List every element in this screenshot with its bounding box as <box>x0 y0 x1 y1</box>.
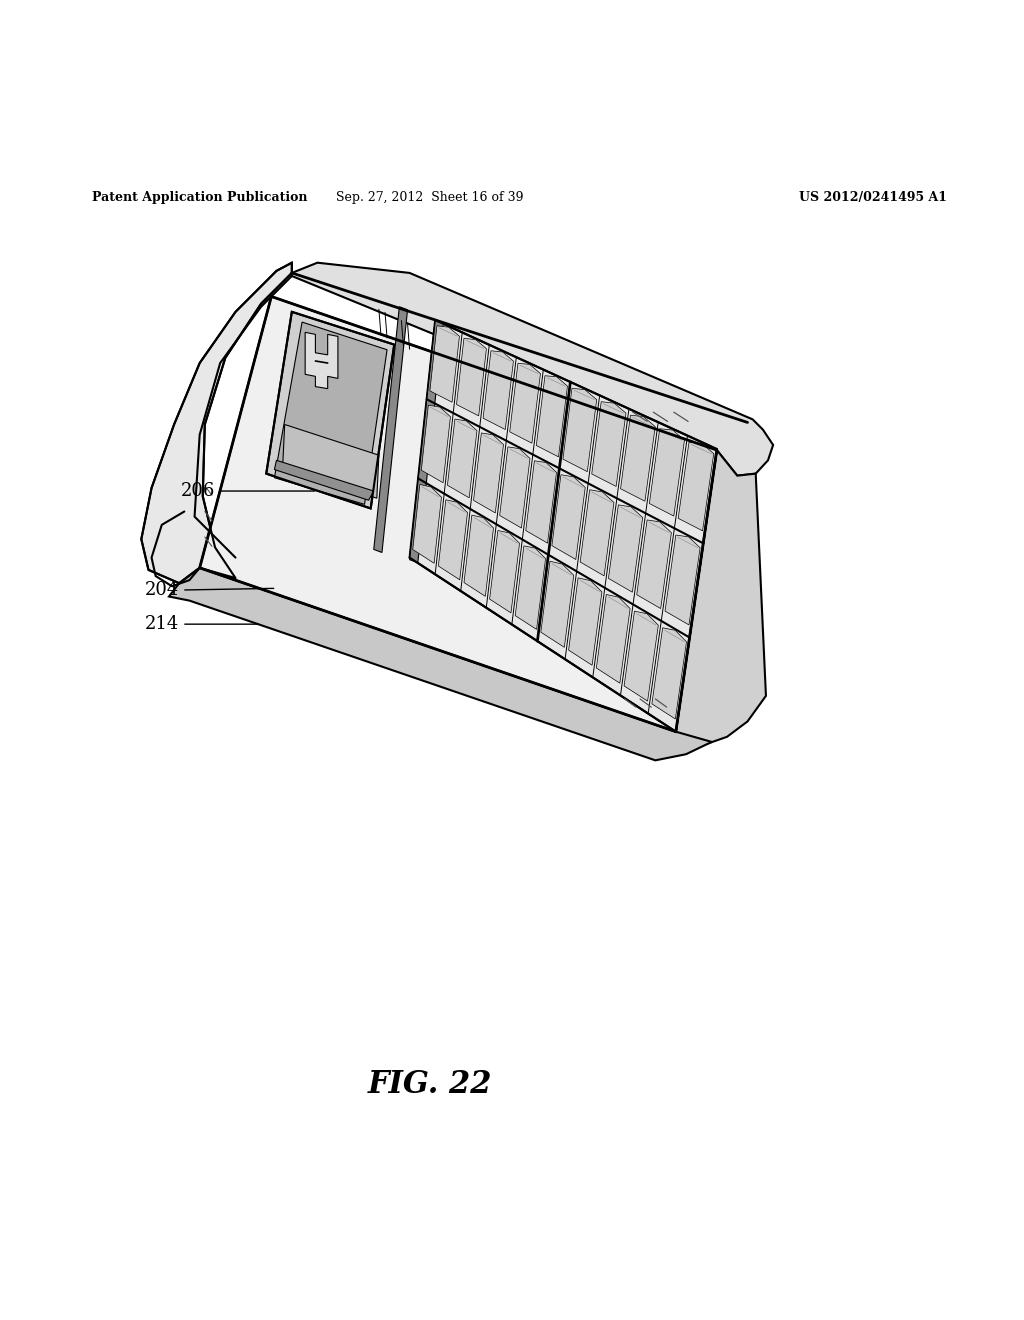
Polygon shape <box>563 388 597 471</box>
Polygon shape <box>305 333 338 388</box>
Polygon shape <box>624 611 658 701</box>
Polygon shape <box>510 363 541 444</box>
Polygon shape <box>596 594 630 684</box>
Text: US 2012/0241495 A1: US 2012/0241495 A1 <box>799 191 947 205</box>
Polygon shape <box>541 561 573 647</box>
Polygon shape <box>447 418 477 498</box>
Polygon shape <box>421 405 451 483</box>
Polygon shape <box>464 515 494 597</box>
Polygon shape <box>568 578 602 665</box>
Polygon shape <box>637 520 672 609</box>
Polygon shape <box>500 447 530 528</box>
Polygon shape <box>665 535 700 624</box>
Polygon shape <box>274 322 387 504</box>
Text: 214: 214 <box>145 615 258 634</box>
Polygon shape <box>483 351 513 429</box>
Text: FIG. 22: FIG. 22 <box>368 1069 493 1101</box>
Polygon shape <box>430 326 460 403</box>
Polygon shape <box>274 461 374 500</box>
Text: Sep. 27, 2012  Sheet 16 of 39: Sep. 27, 2012 Sheet 16 of 39 <box>336 191 524 205</box>
Polygon shape <box>552 475 586 560</box>
Text: Patent Application Publication: Patent Application Publication <box>92 191 307 205</box>
Polygon shape <box>200 297 717 731</box>
Polygon shape <box>266 312 394 508</box>
Polygon shape <box>292 263 773 475</box>
Polygon shape <box>473 433 504 513</box>
Polygon shape <box>438 500 468 579</box>
Text: 204: 204 <box>145 581 273 599</box>
Polygon shape <box>515 546 546 630</box>
Polygon shape <box>283 425 379 498</box>
Polygon shape <box>410 319 443 562</box>
Polygon shape <box>169 568 712 760</box>
Polygon shape <box>621 416 655 502</box>
Polygon shape <box>489 531 519 612</box>
Polygon shape <box>649 429 684 516</box>
Polygon shape <box>525 461 556 543</box>
Polygon shape <box>652 628 686 719</box>
Polygon shape <box>457 338 486 416</box>
Polygon shape <box>410 319 717 731</box>
Polygon shape <box>581 490 614 576</box>
Polygon shape <box>374 306 408 553</box>
Polygon shape <box>608 504 643 593</box>
Polygon shape <box>537 376 567 457</box>
Polygon shape <box>141 263 292 583</box>
Polygon shape <box>592 401 626 487</box>
Polygon shape <box>678 442 714 531</box>
Text: 206: 206 <box>180 482 314 500</box>
Polygon shape <box>413 484 441 564</box>
Polygon shape <box>676 450 766 744</box>
